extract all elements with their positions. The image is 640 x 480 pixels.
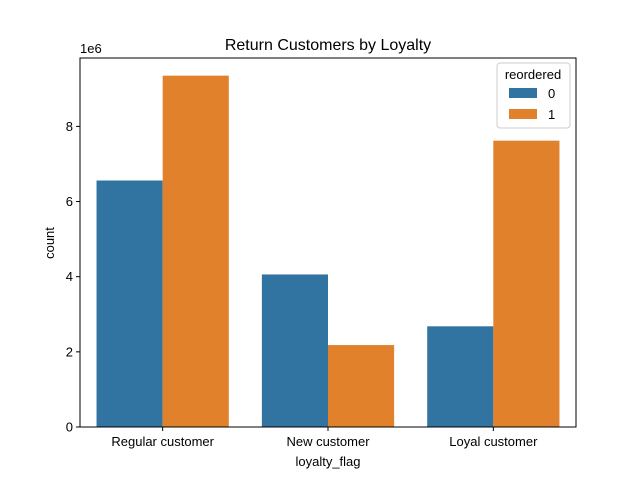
legend-swatch-1 bbox=[509, 109, 537, 119]
x-tick-label-1: New customer bbox=[286, 434, 370, 449]
y-axis: 0 2 4 6 8 bbox=[66, 119, 80, 435]
x-axis-label: loyalty_flag bbox=[295, 454, 360, 469]
y-tick-label-4: 8 bbox=[66, 119, 73, 134]
legend-title: reordered bbox=[505, 67, 561, 82]
y-tick-label-0: 0 bbox=[66, 420, 73, 435]
bar-2-series-0 bbox=[427, 326, 494, 427]
legend-swatch-0 bbox=[509, 88, 537, 98]
x-tick-label-2: Loyal customer bbox=[449, 434, 538, 449]
bar-0-series-1 bbox=[162, 75, 229, 427]
legend-label-1: 1 bbox=[548, 107, 555, 122]
bar-2-series-1 bbox=[493, 140, 560, 428]
y-offset-label: 1e6 bbox=[80, 41, 102, 56]
y-axis-label: count bbox=[42, 227, 57, 259]
legend-label-0: 0 bbox=[548, 86, 555, 101]
y-tick-label-1: 2 bbox=[66, 344, 73, 359]
chart-title: Return Customers by Loyalty bbox=[225, 37, 431, 54]
x-tick-label-0: Regular customer bbox=[111, 434, 214, 449]
x-axis: Regular customer New customer Loyal custom… bbox=[79, 57, 577, 449]
y-tick-label-3: 6 bbox=[66, 194, 73, 209]
bar-1-series-1 bbox=[328, 345, 395, 427]
bar-0-series-0 bbox=[96, 180, 163, 427]
legend: reordered 0 1 bbox=[496, 62, 571, 129]
bar-1-series-0 bbox=[261, 274, 328, 427]
y-tick-label-2: 4 bbox=[66, 269, 73, 284]
bars-group bbox=[96, 75, 560, 428]
